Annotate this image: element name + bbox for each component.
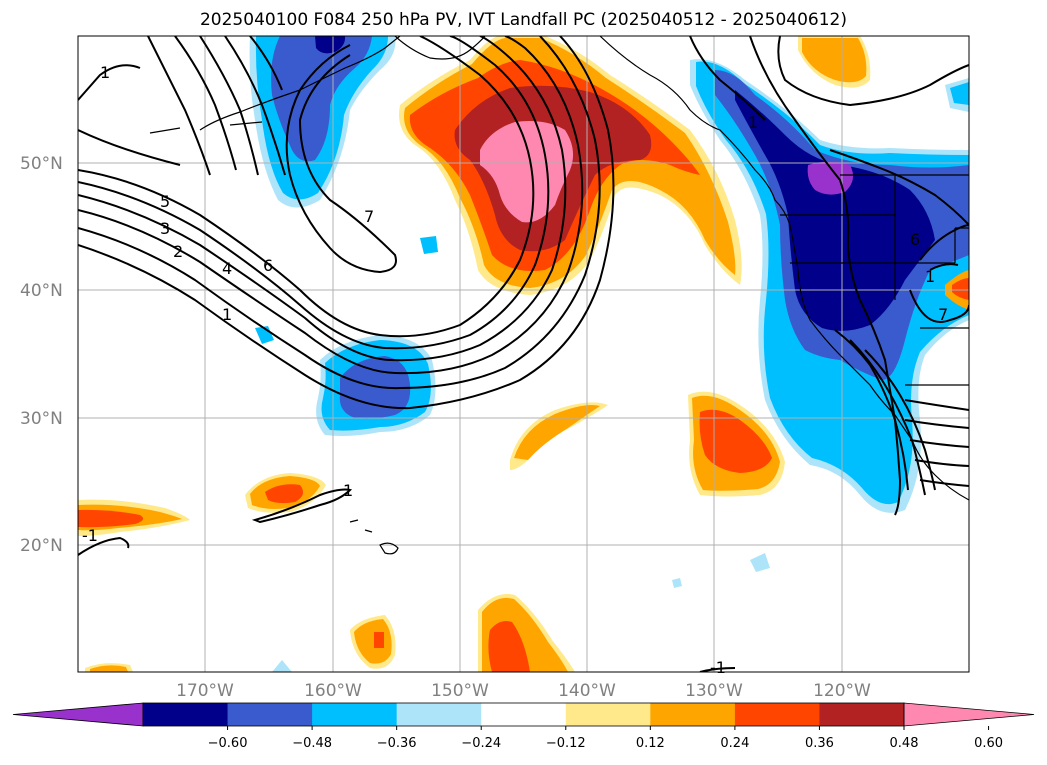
colorbar-swatch <box>819 703 905 726</box>
contour-label: 1 <box>925 267 935 286</box>
anomaly-fill <box>90 665 128 672</box>
contour-label: 6 <box>263 256 273 275</box>
colorbar-tick-label: −0.48 <box>292 736 332 751</box>
colorbar-swatch <box>565 703 651 726</box>
anomaly-fill <box>374 632 384 648</box>
filled-anomaly-layer <box>78 36 969 672</box>
anomaly-fill <box>272 660 292 672</box>
colorbar-swatch <box>396 703 482 726</box>
pv-contours <box>78 36 969 672</box>
map-frame <box>77 35 970 673</box>
anomaly-fill <box>488 621 530 672</box>
lon-label: 120°W <box>813 681 871 701</box>
lat-label: 20°N <box>20 536 63 556</box>
colorbar-tick-label: −0.60 <box>208 736 248 751</box>
contour-label: 6 <box>910 230 920 249</box>
colorbar-swatch <box>734 703 820 726</box>
lon-label: 130°W <box>685 681 743 701</box>
colorbar-tick-label: −0.24 <box>461 736 501 751</box>
colorbar-max-extension <box>903 702 1035 727</box>
colorbar-swatch <box>312 703 398 726</box>
anomaly-fill <box>699 409 772 473</box>
anomaly-fill <box>950 82 969 105</box>
anomaly-fill <box>315 36 346 54</box>
colorbar-swatch <box>481 703 567 726</box>
lon-label: 140°W <box>558 681 616 701</box>
lat-label: 30°N <box>20 409 63 429</box>
contour-label: 3 <box>160 219 170 238</box>
anomaly-fill <box>750 553 770 572</box>
anomaly-fill <box>480 121 574 223</box>
colorbar-tick-label: −0.12 <box>546 736 586 751</box>
latitude-labels: 50°N 40°N 30°N 20°N <box>20 154 63 556</box>
graticule <box>78 36 969 672</box>
anomaly-fill <box>952 278 969 300</box>
anomaly-fill <box>265 484 304 504</box>
colorbar-swatch <box>143 703 229 726</box>
colorbar-min-extension <box>12 702 144 727</box>
lon-label: 170°W <box>176 681 234 701</box>
lon-label: 160°W <box>304 681 362 701</box>
colorbar-tick-label: 0.48 <box>890 736 919 751</box>
contour-label: 1 <box>748 113 758 132</box>
colorbar-tick-label: 0.12 <box>636 736 665 751</box>
contour-label: -1 <box>710 658 726 677</box>
contour-label: 4 <box>222 259 232 278</box>
map-title: 2025040100 F084 250 hPa PV, IVT Landfall… <box>199 10 847 30</box>
contour-label: 1 <box>100 63 110 82</box>
colorbar-frame <box>142 702 905 727</box>
colorbar-swatch <box>227 703 313 726</box>
longitude-labels: 170°W 160°W 150°W 140°W 130°W 120°W <box>176 681 871 701</box>
lat-label: 50°N <box>20 154 63 174</box>
lat-label: 40°N <box>20 281 63 301</box>
contour-labels: 5 3 2 4 6 7 1 1 -1 1 -1 6 1 7 1 <box>82 63 948 677</box>
anomaly-fill <box>354 619 392 664</box>
colorbar-tick-label: −0.36 <box>377 736 417 751</box>
anomaly-fill <box>735 90 935 331</box>
colorbar-tick-label: 0.60 <box>974 736 1003 751</box>
contour-label: 7 <box>938 305 948 324</box>
colorbar-swatch <box>650 703 736 726</box>
contour-label: 2 <box>173 242 183 261</box>
contour-label: 1 <box>222 305 232 324</box>
anomaly-fill <box>420 236 438 254</box>
colorbar-tick-label: 0.36 <box>805 736 834 751</box>
anomaly-fill <box>255 326 274 344</box>
anomaly-fill <box>78 509 144 528</box>
contour-label: 7 <box>364 207 374 226</box>
colorbar: −0.60 −0.48 −0.36 −0.24 −0.12 0.12 0.24 0.36 0.4… <box>12 702 1035 751</box>
lon-label: 150°W <box>431 681 489 701</box>
contour-label: -1 <box>82 526 98 545</box>
anomaly-fill <box>514 405 600 460</box>
contour-label: 5 <box>160 192 170 211</box>
anomaly-fill <box>510 402 608 470</box>
colorbar-tick-label: 0.24 <box>720 736 749 751</box>
anomaly-fill <box>672 578 682 588</box>
anomaly-fill <box>802 38 867 83</box>
contour-label: 1 <box>343 481 353 500</box>
